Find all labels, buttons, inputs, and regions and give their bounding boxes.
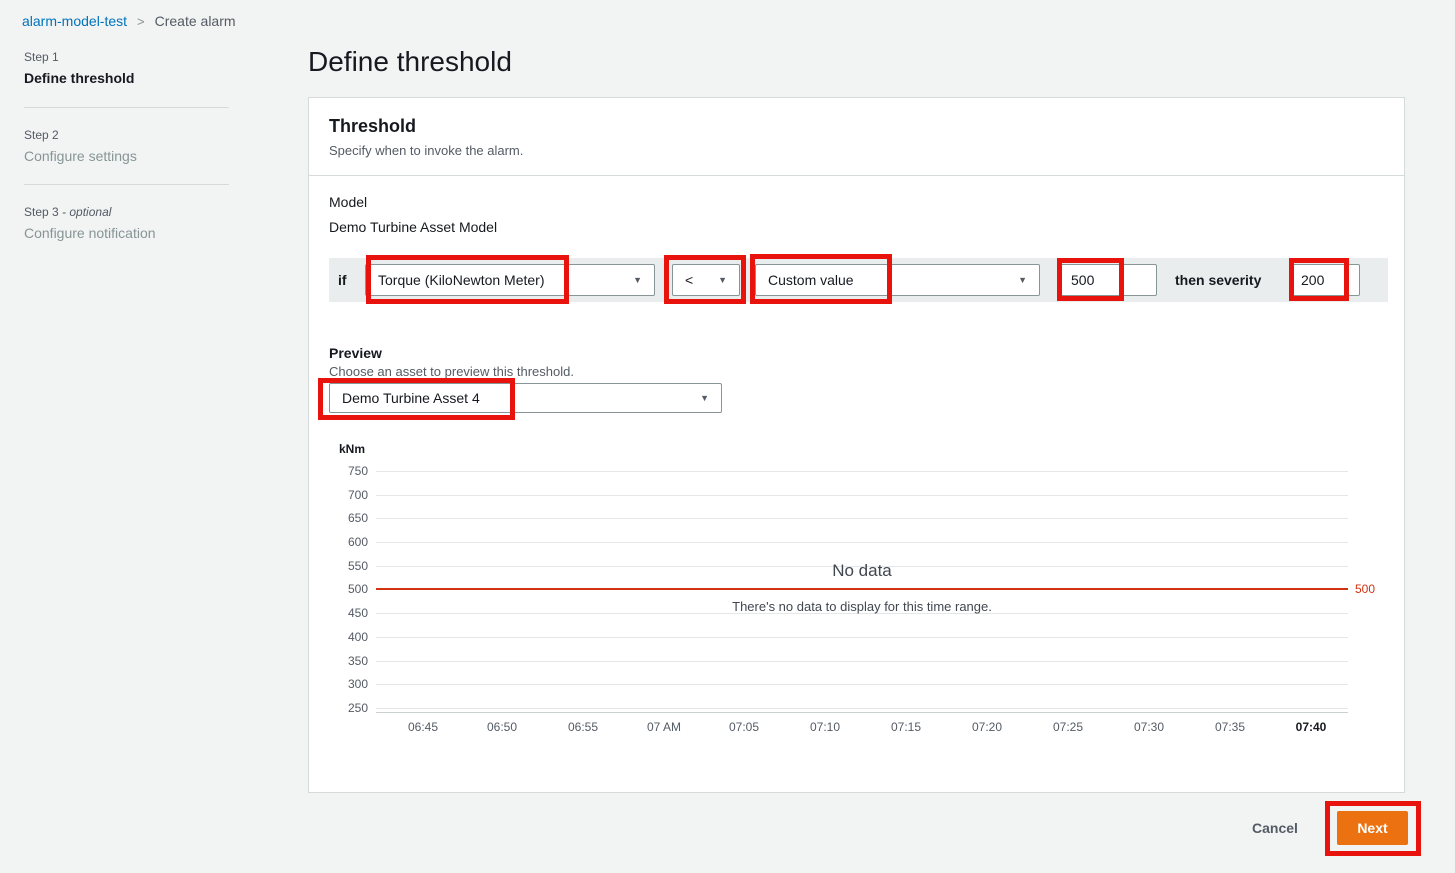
threshold-value-input[interactable]: 500: [1060, 264, 1157, 296]
y-tick: 450: [347, 606, 368, 620]
operator-select[interactable]: < ▼: [672, 264, 740, 296]
y-tick: 650: [347, 511, 368, 525]
x-tick: 07:20: [971, 720, 1003, 734]
y-tick: 400: [347, 630, 368, 644]
y-tick: 750: [347, 464, 368, 478]
gridline: [376, 566, 1348, 567]
property-select-value: Torque (KiloNewton Meter): [378, 272, 545, 288]
model-value: Demo Turbine Asset Model: [329, 219, 498, 235]
caret-down-icon: ▼: [718, 275, 727, 285]
y-tick: 300: [347, 677, 368, 691]
breadcrumb-link-alarm-model[interactable]: alarm-model-test: [22, 13, 128, 29]
divider: [24, 184, 229, 185]
threshold-card: [308, 97, 1405, 793]
chart-no-data-title: No data: [832, 561, 892, 580]
breadcrumb-current: Create alarm: [154, 13, 236, 29]
gridline: [376, 471, 1348, 472]
caret-down-icon: ▼: [1018, 275, 1027, 285]
x-tick: 07:05: [728, 720, 760, 734]
value-type-select[interactable]: Custom value ▼: [755, 264, 1040, 296]
step-number: Step 1: [24, 50, 59, 64]
gridline: [376, 495, 1348, 496]
breadcrumb: alarm-model-test > Create alarm: [22, 13, 236, 29]
if-label: if: [338, 272, 347, 288]
preview-description: Choose an asset to preview this threshol…: [329, 364, 574, 379]
chevron-right-icon: >: [137, 13, 145, 29]
preview-asset-select-value: Demo Turbine Asset 4: [342, 390, 480, 406]
chart-no-data-message: There's no data to display for this time…: [732, 599, 992, 614]
property-select[interactable]: Torque (KiloNewton Meter) ▼: [365, 264, 655, 296]
next-button[interactable]: Next: [1337, 811, 1408, 845]
x-tick-current: 07:40: [1295, 720, 1327, 734]
severity-input[interactable]: 200: [1290, 264, 1360, 296]
gridline: [376, 684, 1348, 685]
threshold-line: [376, 588, 1348, 590]
y-tick: 250: [347, 701, 368, 715]
x-axis-line: [376, 712, 1348, 713]
y-tick: 550: [347, 559, 368, 573]
caret-down-icon: ▼: [700, 393, 709, 403]
y-tick: 350: [347, 654, 368, 668]
threshold-value: 500: [1071, 272, 1095, 288]
x-tick: 06:50: [486, 720, 518, 734]
x-tick: 06:55: [567, 720, 599, 734]
y-tick: 700: [347, 488, 368, 502]
gridline: [376, 613, 1348, 614]
y-tick: 500: [347, 582, 368, 596]
x-tick: 07:35: [1214, 720, 1246, 734]
caret-down-icon: ▼: [633, 275, 642, 285]
sidebar-item-configure-settings: Configure settings: [24, 148, 137, 164]
sidebar-item-define-threshold: Define threshold: [24, 70, 135, 86]
step-number: Step 2: [24, 128, 59, 142]
page-title: Define threshold: [308, 46, 512, 77]
chart-unit-label: kNm: [339, 442, 366, 456]
x-tick: 07:10: [809, 720, 841, 734]
gridline: [376, 661, 1348, 662]
x-tick: 06:45: [407, 720, 439, 734]
x-tick: 07 AM: [646, 720, 682, 734]
x-tick: 07:25: [1052, 720, 1084, 734]
model-label: Model: [329, 194, 368, 210]
gridline: [376, 708, 1348, 709]
preview-asset-select[interactable]: Demo Turbine Asset 4 ▼: [329, 383, 722, 413]
operator-select-value: <: [685, 272, 694, 288]
card-title: Threshold: [329, 116, 417, 136]
severity-value: 200: [1301, 272, 1325, 288]
threshold-line-label: 500: [1355, 582, 1376, 596]
wizard-step-2: Step 2 Configure settings: [24, 128, 229, 164]
gridline: [376, 542, 1348, 543]
value-type-select-value: Custom value: [768, 272, 854, 288]
divider: [24, 107, 229, 108]
then-severity-label: then severity: [1175, 272, 1262, 288]
preview-label: Preview: [329, 345, 382, 361]
x-tick: 07:15: [890, 720, 922, 734]
card-header-divider: [309, 175, 1404, 176]
wizard-step-3: Step 3 - optional Configure notification: [24, 205, 229, 241]
step-optional-tag: - optional: [62, 205, 112, 219]
threshold-rule-row: if Torque (KiloNewton Meter) ▼ < ▼ Custo…: [329, 258, 1388, 302]
wizard-steps-nav: Step 1 Define threshold Step 2 Configure…: [24, 50, 229, 241]
cancel-button[interactable]: Cancel: [1252, 820, 1298, 836]
gridline: [376, 518, 1348, 519]
x-tick: 07:30: [1133, 720, 1165, 734]
gridline: [376, 637, 1348, 638]
sidebar-item-configure-notification: Configure notification: [24, 225, 156, 241]
step-number: Step 3 - optional: [24, 205, 112, 219]
y-tick: 600: [347, 535, 368, 549]
wizard-step-1: Step 1 Define threshold: [24, 50, 229, 86]
card-description: Specify when to invoke the alarm.: [329, 143, 524, 158]
